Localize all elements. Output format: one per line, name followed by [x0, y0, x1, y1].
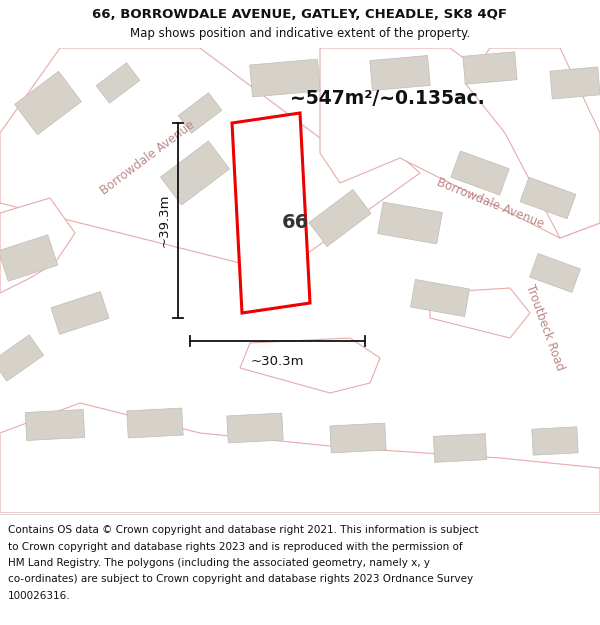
Text: 66, BORROWDALE AVENUE, GATLEY, CHEADLE, SK8 4QF: 66, BORROWDALE AVENUE, GATLEY, CHEADLE, …	[92, 8, 508, 21]
Polygon shape	[14, 71, 82, 135]
Polygon shape	[377, 202, 442, 244]
Text: co-ordinates) are subject to Crown copyright and database rights 2023 Ordnance S: co-ordinates) are subject to Crown copyr…	[8, 574, 473, 584]
Text: Map shows position and indicative extent of the property.: Map shows position and indicative extent…	[130, 28, 470, 41]
Text: ~547m²/~0.135ac.: ~547m²/~0.135ac.	[290, 89, 485, 107]
Text: ~30.3m: ~30.3m	[251, 355, 304, 368]
Polygon shape	[0, 48, 420, 273]
Text: Contains OS data © Crown copyright and database right 2021. This information is : Contains OS data © Crown copyright and d…	[8, 525, 479, 535]
Polygon shape	[463, 52, 517, 84]
Text: Troutbeck Road: Troutbeck Road	[523, 283, 566, 373]
Polygon shape	[550, 67, 600, 99]
Text: 66: 66	[281, 214, 308, 232]
Text: 100026316.: 100026316.	[8, 591, 71, 601]
Polygon shape	[410, 279, 470, 317]
Polygon shape	[161, 141, 229, 205]
Polygon shape	[0, 235, 58, 281]
Polygon shape	[530, 254, 580, 292]
Polygon shape	[520, 177, 576, 219]
Text: Borrowdale Avenue: Borrowdale Avenue	[434, 176, 545, 231]
Polygon shape	[232, 113, 310, 313]
Polygon shape	[532, 427, 578, 455]
Polygon shape	[451, 151, 509, 195]
Polygon shape	[370, 56, 430, 91]
Polygon shape	[430, 288, 530, 338]
Text: HM Land Registry. The polygons (including the associated geometry, namely x, y: HM Land Registry. The polygons (includin…	[8, 558, 430, 568]
Polygon shape	[178, 92, 222, 133]
Polygon shape	[433, 434, 487, 462]
Polygon shape	[25, 409, 85, 441]
Polygon shape	[0, 198, 75, 293]
Text: to Crown copyright and database rights 2023 and is reproduced with the permissio: to Crown copyright and database rights 2…	[8, 541, 463, 551]
Polygon shape	[51, 292, 109, 334]
Polygon shape	[240, 338, 380, 393]
Polygon shape	[0, 403, 600, 513]
Polygon shape	[309, 189, 371, 246]
Polygon shape	[465, 48, 600, 238]
Polygon shape	[250, 59, 320, 97]
Text: ~39.3m: ~39.3m	[158, 194, 171, 248]
Text: Borrowdale Avenue: Borrowdale Avenue	[98, 118, 197, 198]
Polygon shape	[0, 335, 44, 381]
Polygon shape	[227, 413, 283, 443]
Polygon shape	[127, 408, 183, 438]
Polygon shape	[96, 62, 140, 103]
Polygon shape	[330, 423, 386, 453]
Polygon shape	[320, 48, 600, 238]
